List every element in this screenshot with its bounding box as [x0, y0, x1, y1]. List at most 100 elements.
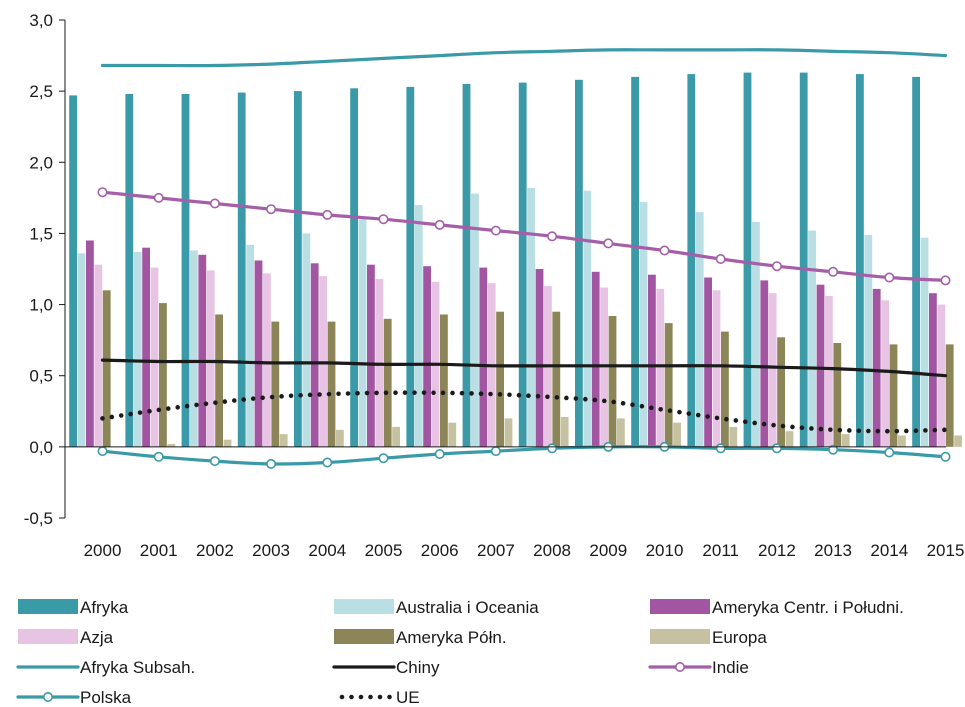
- x-tick-label: 2005: [365, 541, 403, 560]
- bar-ameryka-centr-i-poludni-2000: [86, 240, 94, 447]
- bar-australia-i-oceania-2008: [527, 187, 535, 447]
- bar-ameryka-poln-2012: [777, 337, 785, 447]
- bar-ameryka-poln-2009: [608, 316, 617, 447]
- marker-indie-2010: [659, 245, 670, 256]
- legend-label: UE: [396, 688, 420, 707]
- bar-australia-i-oceania-2007: [471, 193, 479, 447]
- marker-indie-2014: [884, 272, 895, 283]
- bar-azja-2014: [881, 300, 889, 447]
- bar-europa-2012: [785, 431, 794, 447]
- bar-ameryka-centr-i-poludni-2009: [591, 271, 600, 447]
- y-tick-label: 0,0: [29, 438, 53, 457]
- legend-item-afryka: Afryka: [18, 598, 129, 617]
- bar-europa-2009: [617, 418, 625, 447]
- x-tick-label: 2007: [477, 541, 515, 560]
- legend-label: Polska: [80, 688, 132, 707]
- bar-australia-i-oceania-2014: [864, 234, 873, 447]
- x-tick-label: 2010: [646, 541, 684, 560]
- marker-indie-2001: [153, 192, 164, 203]
- bar-europa-2001: [167, 444, 176, 447]
- y-tick-label: 2,0: [29, 153, 53, 172]
- bar-ameryka-poln-2010: [664, 323, 673, 447]
- bar-europa-2005: [392, 426, 400, 447]
- bar-ameryka-centr-i-poludni-2010: [648, 274, 656, 447]
- bar-australia-i-oceania-2005: [358, 219, 367, 447]
- legend-item-chiny: Chiny: [332, 658, 440, 677]
- marker-polska-2007: [490, 446, 501, 457]
- bar-azja-2002: [206, 270, 215, 447]
- bar-australia-i-oceania-2015: [920, 237, 929, 447]
- y-tick-label: -0,5: [24, 509, 53, 528]
- bar-ameryka-poln-2001: [159, 303, 167, 447]
- x-tick-label: 2006: [421, 541, 459, 560]
- marker-indie-2006: [434, 219, 445, 230]
- bar-australia-i-oceania-2001: [133, 251, 142, 447]
- marker-indie-2007: [490, 225, 501, 236]
- legend: Afryka Australia i Oceania Ameryka Centr. …: [16, 598, 904, 707]
- legend-item-afryka-subsah: Afryka Subsah.: [16, 658, 195, 677]
- legend-swatch: [334, 629, 394, 644]
- bar-australia-i-oceania-2009: [583, 190, 592, 447]
- bar-australia-i-oceania-2003: [246, 244, 254, 447]
- legend-item-europa: Europa: [650, 628, 767, 647]
- bar-ameryka-centr-i-poludni-2007: [479, 267, 488, 447]
- legend-swatch: [18, 629, 78, 644]
- y-tick-label: 0,5: [29, 367, 53, 386]
- bar-ameryka-poln-2003: [271, 321, 280, 447]
- x-tick-label: 2008: [533, 541, 571, 560]
- marker-polska-2015: [940, 451, 951, 462]
- marker-indie-2000: [97, 187, 108, 198]
- bar-australia-i-oceania-2002: [190, 250, 198, 447]
- bar-ameryka-poln-2008: [552, 311, 561, 447]
- bar-australia-i-oceania-2004: [302, 233, 311, 447]
- marker-indie-2013: [828, 266, 839, 277]
- bar-azja-2001: [150, 267, 159, 447]
- marker-polska-2011: [715, 443, 726, 454]
- bar-afryka-2003: [237, 92, 246, 447]
- bar-ameryka-poln-2006: [440, 314, 448, 447]
- bar-afryka-2000: [69, 95, 77, 447]
- marker-indie-2015: [940, 275, 951, 286]
- bar-australia-i-oceania-2006: [414, 205, 423, 447]
- axes: -0,5 0,0 0,5 1,0 1,5 2,0 2,5 3,0 2000 2001 2002 200…: [24, 11, 965, 560]
- y-tick-label: 1,5: [29, 224, 53, 243]
- x-tick-label: 2012: [758, 541, 796, 560]
- bar-ameryka-poln-2014: [889, 344, 898, 447]
- line-chiny: [100, 358, 948, 378]
- bar-ameryka-poln-2000: [102, 290, 111, 447]
- legend-swatch: [18, 599, 78, 614]
- bar-europa-2006: [448, 422, 457, 447]
- bar-europa-2002: [223, 439, 232, 447]
- marker-polska-2008: [547, 443, 558, 454]
- legend-item-australia-i-oceania: Australia i Oceania: [334, 598, 539, 617]
- line-layer: [97, 48, 951, 469]
- marker-polska-2003: [266, 458, 277, 469]
- bar-europa-2015: [954, 435, 962, 447]
- x-tick-label: 2000: [84, 541, 122, 560]
- bar-ameryka-centr-i-poludni-2013: [816, 284, 825, 447]
- x-tick-label: 2001: [140, 541, 178, 560]
- bar-afryka-2008: [518, 82, 527, 447]
- legend-label: Afryka: [80, 598, 129, 617]
- marker-indie-2003: [266, 204, 277, 215]
- bar-ameryka-centr-i-poludni-2005: [367, 264, 375, 447]
- bar-europa-2013: [841, 434, 850, 447]
- marker-polska-2006: [434, 448, 445, 459]
- x-tick-label: 2015: [927, 541, 965, 560]
- marker-polska-2014: [884, 447, 895, 458]
- bar-australia-i-oceania-2010: [639, 202, 648, 447]
- bar-azja-2011: [712, 290, 721, 447]
- bar-ameryka-centr-i-poludni-2004: [310, 263, 319, 447]
- legend-item-polska: Polska: [16, 688, 132, 707]
- legend-item-ameryka-poln: Ameryka Półn.: [334, 628, 507, 647]
- bar-afryka-2014: [856, 74, 864, 447]
- bar-afryka-2015: [912, 76, 920, 447]
- legend-swatch: [650, 599, 710, 614]
- marker-polska-2001: [153, 451, 164, 462]
- legend-label: Indie: [712, 658, 749, 677]
- marker-polska-2004: [322, 457, 333, 468]
- marker-indie-2012: [771, 261, 782, 272]
- bar-ameryka-centr-i-poludni-2001: [142, 247, 150, 447]
- x-tick-label: 2014: [870, 541, 908, 560]
